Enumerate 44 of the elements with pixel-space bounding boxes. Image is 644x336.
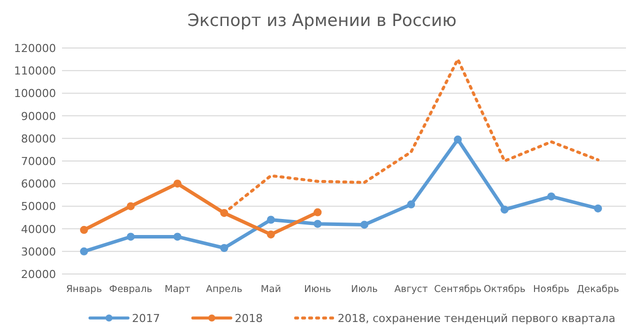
point <box>407 200 416 208</box>
point <box>594 204 602 212</box>
point <box>126 202 135 210</box>
x-tick-label: Май <box>260 284 282 295</box>
point <box>266 216 275 224</box>
point <box>266 230 275 238</box>
point <box>314 208 322 216</box>
x-tick-label: Апрель <box>206 284 243 295</box>
legend-label: 2018, сохранение тенденций первого квартала <box>338 312 616 325</box>
chart-title: Экспорт из Армении в Россию <box>187 11 457 31</box>
y-tick-label: 100000 <box>14 87 56 100</box>
legend-label: 2017 <box>132 312 160 325</box>
y-tick-label: 70000 <box>21 155 56 168</box>
y-tick-label: 120000 <box>14 42 56 55</box>
point <box>360 220 368 229</box>
x-tick-label: Ноябрь <box>533 284 570 295</box>
point <box>314 220 322 228</box>
x-tick-label: Июль <box>350 284 378 295</box>
y-tick-label: 80000 <box>21 132 56 146</box>
y-tick-label: 90000 <box>21 110 56 123</box>
point <box>80 247 88 256</box>
x-tick-label: Январь <box>66 284 102 295</box>
x-tick-label: Октябрь <box>484 284 526 295</box>
point <box>547 192 556 200</box>
point <box>220 244 228 252</box>
legend-label: 2018 <box>234 312 263 325</box>
x-tick-label: Июнь <box>304 284 332 295</box>
point <box>173 232 182 241</box>
x-tick-label: Февраль <box>109 284 153 295</box>
x-tick-label: Декабрь <box>576 284 620 295</box>
x-tick-label: Сентябрь <box>434 284 482 295</box>
y-tick-label: 40000 <box>21 222 56 236</box>
y-tick-label: 50000 <box>21 200 56 214</box>
point <box>173 180 182 188</box>
point <box>80 226 88 234</box>
y-tick-label: 60000 <box>21 178 56 191</box>
y-tick-label: 30000 <box>21 245 56 258</box>
x-tick-label: Март <box>164 284 191 295</box>
y-tick-label: 20000 <box>21 268 56 281</box>
y-tick-label: 110000 <box>14 64 56 78</box>
point <box>500 206 509 214</box>
point <box>126 232 135 241</box>
x-tick-label: Август <box>394 284 428 295</box>
point <box>454 136 462 144</box>
